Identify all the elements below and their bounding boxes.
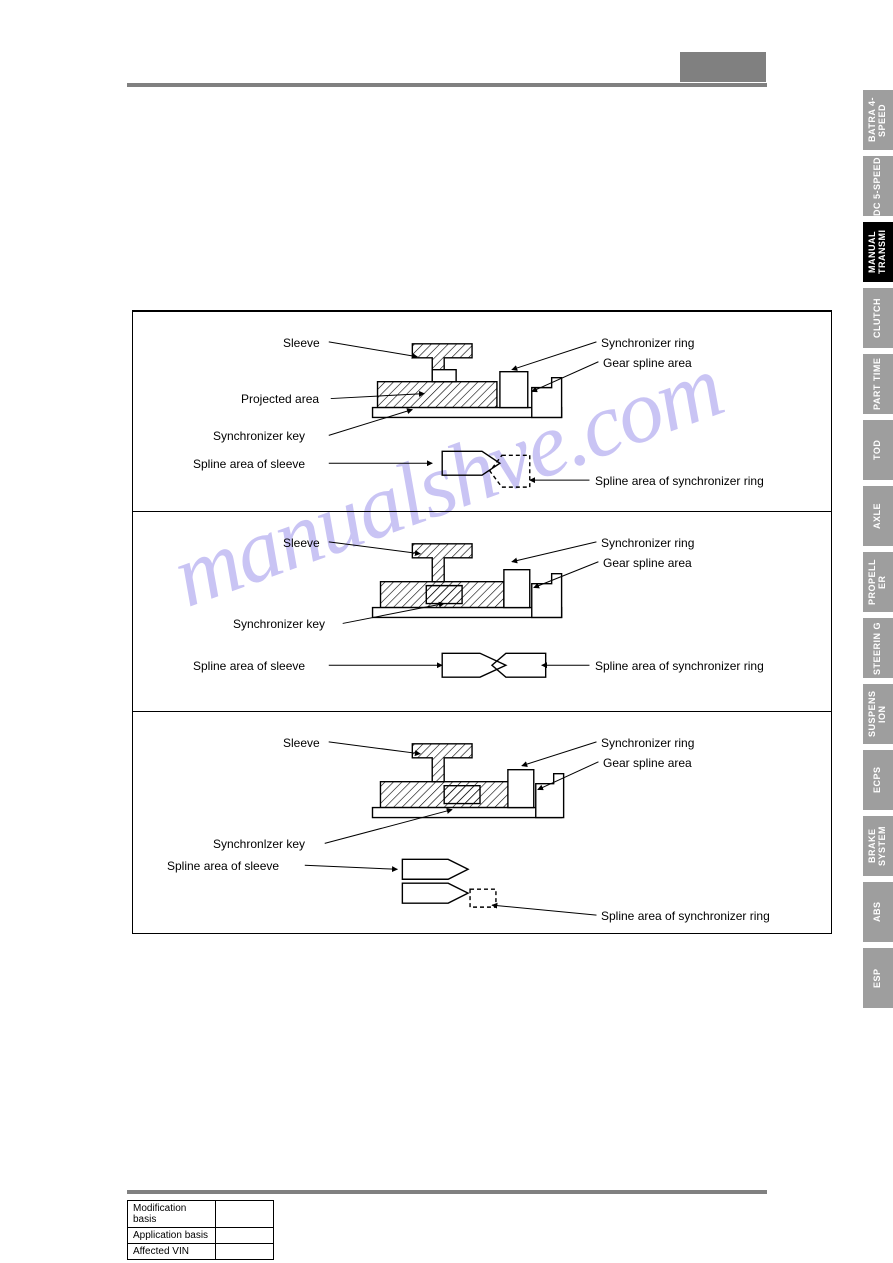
footer-value	[216, 1201, 274, 1228]
diagram-label: Spline area of synchronizer ring	[601, 909, 770, 923]
diagram-label: Synchronizer key	[213, 429, 305, 443]
table-row: Modification basis	[128, 1201, 274, 1228]
side-tab[interactable]: DC 5-SPEED	[863, 156, 893, 216]
diagram-label: Synchronizer ring	[601, 736, 694, 750]
diagram-label: Synchronizer ring	[601, 336, 694, 350]
side-tab[interactable]: BATRA 4-SPEED	[863, 90, 893, 150]
side-tab[interactable]: SUSPENS ION	[863, 684, 893, 744]
diagram-label: Synchronlzer key	[213, 837, 305, 851]
diagram-panel-svg	[133, 712, 831, 933]
diagram-label: Sleeve	[283, 536, 320, 550]
diagram-label: Gear spline area	[603, 756, 692, 770]
side-tab[interactable]: STEERIN G	[863, 618, 893, 678]
diagram-label: Sleeve	[283, 336, 320, 350]
modification-table: Modification basisApplication basisAffec…	[127, 1200, 274, 1260]
footer-value	[216, 1228, 274, 1244]
diagram-panel: Sleeve Synchronlzer key Spline area of sle…	[133, 711, 831, 933]
side-tab[interactable]: BRAKE SYSTEM	[863, 816, 893, 876]
side-tab[interactable]: AXLE	[863, 486, 893, 546]
diagram-panel: Sleeve Synchronizer key Spline area of sle…	[133, 511, 831, 711]
diagram-frame: Sleeve Projected area Synchronizer key Spli…	[132, 310, 832, 934]
diagram-label: Spline area of sleeve	[193, 457, 305, 471]
table-row: Application basis	[128, 1228, 274, 1244]
side-tab[interactable]: ABS	[863, 882, 893, 942]
diagram-label: Sleeve	[283, 736, 320, 750]
footer-label: Application basis	[128, 1228, 216, 1244]
diagram-label: Gear spline area	[603, 356, 692, 370]
diagram-label: Spline area of synchronizer ring	[595, 474, 764, 488]
diagram-label: Spline area of sleeve	[167, 859, 279, 873]
header-rule	[127, 83, 767, 87]
side-tab[interactable]: ESP	[863, 948, 893, 1008]
diagram-label: Spline area of synchronizer ring	[595, 659, 764, 673]
side-tab[interactable]: ECPS	[863, 750, 893, 810]
side-tab[interactable]: PART TIME	[863, 354, 893, 414]
side-tab[interactable]: MANUAL TRANSMI	[863, 222, 893, 282]
diagram-label: Spline area of sleeve	[193, 659, 305, 673]
diagram-label: Synchronizer key	[233, 617, 325, 631]
header-gray-box	[680, 52, 766, 82]
table-row: Affected VIN	[128, 1244, 274, 1260]
diagram-label: Gear spline area	[603, 556, 692, 570]
diagram-label: Synchronizer ring	[601, 536, 694, 550]
footer-rule	[127, 1190, 767, 1194]
diagram-panel: Sleeve Projected area Synchronizer key Spli…	[133, 311, 831, 511]
section-side-tabs: BATRA 4-SPEED DC 5-SPEED MANUAL TRANSMI CLU…	[863, 90, 893, 1008]
side-tab[interactable]: TOD	[863, 420, 893, 480]
footer-label: Modification basis	[128, 1201, 216, 1228]
side-tab[interactable]: CLUTCH	[863, 288, 893, 348]
diagram-panel-svg	[133, 512, 831, 711]
footer-label: Affected VIN	[128, 1244, 216, 1260]
footer-value	[216, 1244, 274, 1260]
diagram-label: Projected area	[241, 392, 319, 406]
side-tab[interactable]: PROPELL ER	[863, 552, 893, 612]
